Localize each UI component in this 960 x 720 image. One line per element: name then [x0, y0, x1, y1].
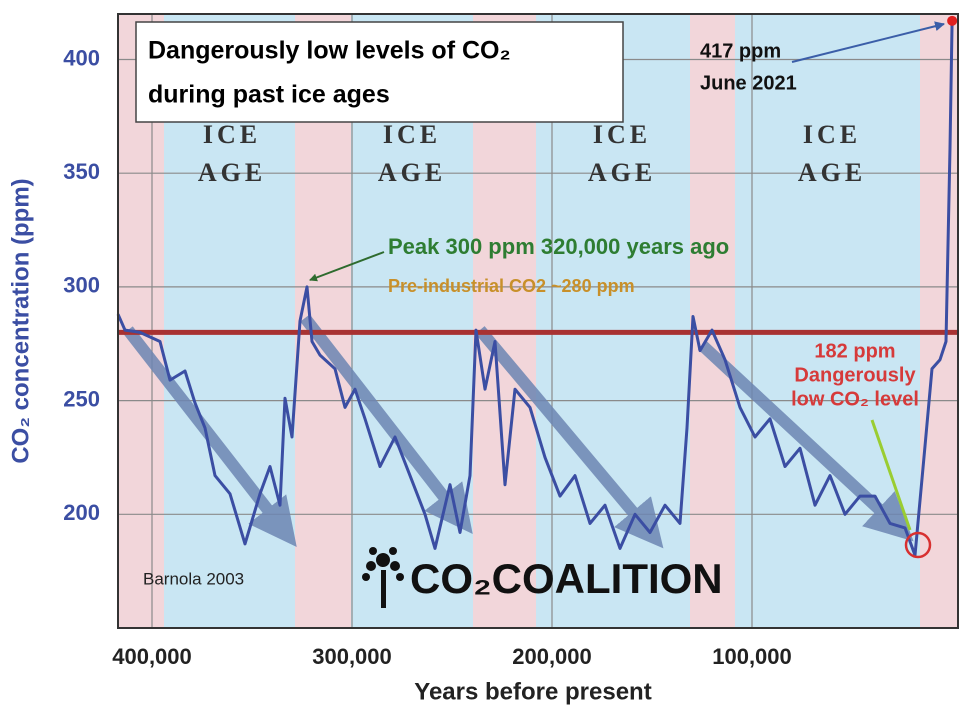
- x-tick-label: 400,000: [112, 644, 192, 669]
- ice-age-label: ICE: [203, 120, 261, 149]
- y-axis-title: CO₂ concentration (ppm): [7, 178, 34, 463]
- x-tick-label: 300,000: [312, 644, 392, 669]
- warm-band: [690, 14, 735, 628]
- plot: [116, 15, 958, 557]
- latest-annotation: June 2021: [700, 72, 797, 94]
- trend-arrow: [475, 326, 664, 549]
- chart-title: during past ice ages: [148, 81, 390, 109]
- chart-title: Dangerously low levels of CO₂: [148, 37, 511, 65]
- trend-arrow: [300, 314, 473, 534]
- plot-frame: [117, 13, 959, 629]
- ice-age-label: ICE: [383, 120, 441, 149]
- y-tick-label: 300: [63, 273, 100, 298]
- x-tick-label: 200,000: [512, 644, 592, 669]
- low-annotation: 182 ppm: [814, 340, 895, 362]
- ice-age-label: AGE: [378, 158, 446, 187]
- latest-point: [947, 15, 958, 26]
- y-tick-label: 200: [63, 500, 100, 525]
- y-tick-label: 350: [63, 159, 100, 184]
- x-axis-title: Years before present: [414, 678, 651, 705]
- title-box: [135, 21, 624, 123]
- logo-icon: [362, 547, 404, 608]
- y-tick-label: 250: [63, 386, 100, 411]
- ice-age-label: ICE: [593, 120, 651, 149]
- y-tick-label: 400: [63, 45, 100, 70]
- ice-age-label: ICE: [803, 120, 861, 149]
- low-pointer: [870, 419, 912, 531]
- peak-arrow: [309, 251, 385, 282]
- low-circle: [904, 531, 932, 559]
- ice-age-label: AGE: [588, 158, 656, 187]
- logo-text: CO₂COALITION: [410, 555, 723, 602]
- reference-label: Pre-industrial CO2 ~280 ppm: [388, 276, 635, 296]
- source-note: Barnola 2003: [143, 569, 244, 588]
- low-annotation: low CO₂ level: [791, 388, 919, 410]
- co2-line: [116, 20, 954, 557]
- ice-age-label: AGE: [198, 158, 266, 187]
- x-tick-label: 100,000: [712, 644, 792, 669]
- ice-age-label: AGE: [798, 158, 866, 187]
- low-annotation: Dangerously: [794, 364, 916, 386]
- latest-annotation: 417 ppm: [700, 40, 781, 62]
- peak-annotation: Peak 300 ppm 320,000 years ago: [388, 234, 729, 259]
- latest-arrow: [791, 21, 945, 63]
